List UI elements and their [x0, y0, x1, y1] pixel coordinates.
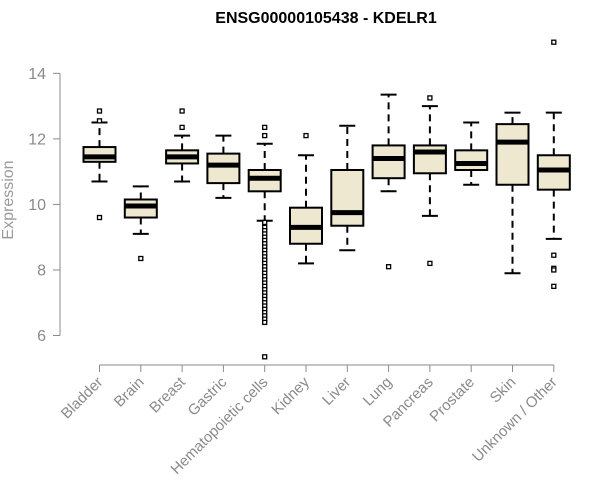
- box-hematopoietic-cells: [247, 124, 282, 360]
- box-bladder: [82, 108, 117, 221]
- box-skin: [495, 111, 530, 275]
- box-prostate: [454, 121, 489, 186]
- iqr-box: [206, 152, 241, 185]
- outlier-point: [96, 108, 103, 114]
- outlier-point: [262, 354, 268, 360]
- box-pancreas: [412, 95, 447, 267]
- outlier-point: [262, 319, 268, 326]
- iqr-box: [330, 169, 365, 227]
- iqr-box: [371, 144, 406, 180]
- outlier-point: [551, 267, 557, 273]
- outlier-point: [96, 214, 103, 221]
- box-gastric: [206, 134, 241, 199]
- x-tick-label: Brain: [111, 374, 148, 411]
- box-breast: [165, 108, 200, 183]
- outlier-point: [262, 219, 268, 226]
- x-tick-label: Lung: [360, 374, 396, 410]
- iqr-box: [495, 123, 530, 186]
- box-lung: [371, 93, 406, 270]
- outlier-point: [262, 132, 268, 139]
- outlier-point: [427, 260, 433, 267]
- outlier-point: [179, 124, 185, 131]
- x-tick-label: Kidney: [268, 373, 313, 418]
- y-tick-label: 8: [37, 262, 46, 279]
- x-tick-label: Skin: [487, 374, 520, 407]
- box-brain: [123, 185, 158, 262]
- y-tick-label: 6: [37, 328, 46, 345]
- outlier-point: [138, 255, 144, 262]
- outlier-point: [179, 108, 185, 114]
- chart-title: ENSG00000105438 - KDELR1: [215, 10, 437, 27]
- outlier-point: [96, 118, 103, 124]
- outlier-point: [551, 39, 557, 45]
- outlier-point: [551, 252, 557, 258]
- box-liver: [330, 124, 365, 252]
- y-tick-label: 14: [28, 66, 46, 83]
- y-axis: 6 8 10 12 14: [28, 66, 61, 345]
- outlier-point: [262, 124, 268, 131]
- box-unknown-other: [536, 39, 571, 289]
- outlier-point: [551, 283, 557, 289]
- x-tick-label: Bladder: [58, 374, 107, 423]
- outlier-point: [427, 95, 433, 101]
- outlier-point: [385, 264, 392, 270]
- x-tick-label: Liver: [319, 374, 354, 409]
- boxes: [82, 39, 571, 360]
- iqr-box: [454, 149, 489, 172]
- y-axis-label: Expression: [0, 160, 17, 239]
- y-tick-label: 12: [28, 131, 46, 148]
- box-kidney: [289, 132, 323, 265]
- x-tick-label: Prostate: [426, 374, 478, 426]
- y-tick-label: 10: [28, 197, 46, 214]
- x-tick-label: Breast: [146, 373, 189, 416]
- outlier-point: [303, 132, 309, 139]
